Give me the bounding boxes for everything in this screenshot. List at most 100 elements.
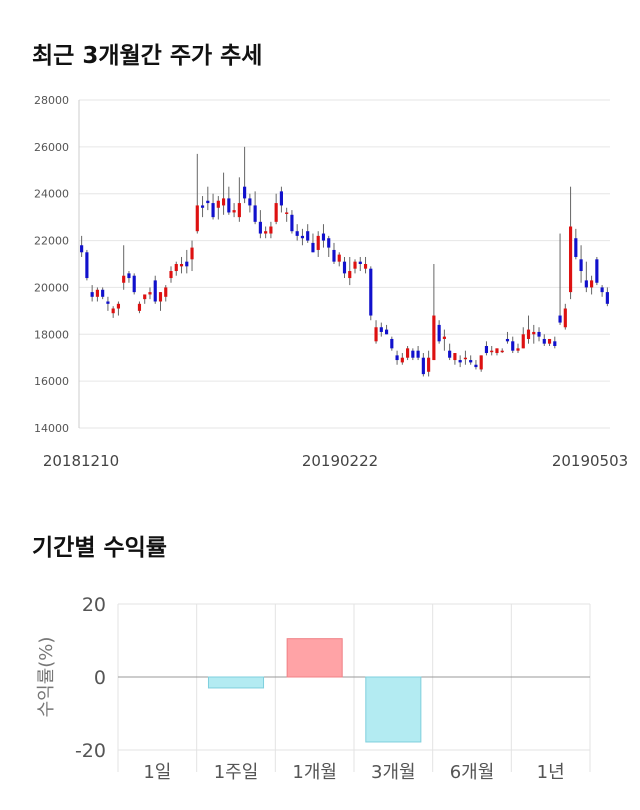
- candle-body: [311, 242, 315, 253]
- candle-body: [374, 327, 378, 342]
- candle-body: [495, 348, 499, 354]
- candle-body: [264, 231, 268, 234]
- candle-body: [158, 292, 163, 302]
- candle-body: [400, 357, 404, 363]
- candle-body: [116, 303, 121, 309]
- candle-body: [337, 254, 341, 262]
- candle-body: [537, 331, 541, 337]
- candle-body: [132, 275, 136, 293]
- candle-body: [516, 348, 520, 351]
- candle-body: [80, 245, 84, 253]
- x-tick-label: 20190503: [552, 452, 628, 470]
- category-label: 1주일: [214, 762, 259, 783]
- candle-body: [421, 357, 425, 375]
- category-label: 3개월: [371, 762, 416, 783]
- period-return-title: 기간별 수익률: [32, 535, 167, 561]
- x-tick-label: 20190222: [302, 452, 378, 470]
- x-tick-label: 20181210: [43, 452, 119, 470]
- return-bar: [286, 638, 343, 678]
- candle-body: [206, 200, 210, 204]
- candle-body: [448, 350, 452, 358]
- y-tick-label: 24000: [34, 188, 69, 201]
- candle-body: [406, 348, 410, 358]
- candle-body: [200, 205, 205, 208]
- return-bar: [207, 676, 265, 689]
- candle-body: [484, 346, 489, 354]
- candle-body: [595, 259, 599, 283]
- candle-body: [258, 221, 262, 234]
- period-return-chart: 20 0 -20 수익률(%) 1일 1주일 1개월 3개월 6개월 1년: [36, 594, 591, 783]
- candle-body: [358, 261, 362, 264]
- y-tick-label: 26000: [34, 141, 69, 154]
- candle-body: [85, 252, 89, 279]
- y-axis-label: 수익률(%): [36, 637, 57, 718]
- candle-body: [243, 186, 247, 199]
- candle-body: [558, 315, 562, 323]
- candle-body: [458, 360, 462, 363]
- candle-body: [463, 357, 467, 360]
- candle-body: [563, 308, 567, 328]
- candle-body: [95, 289, 99, 297]
- candle-body: [542, 338, 546, 344]
- candle-body: [490, 350, 494, 353]
- y-tick-label: 20: [82, 594, 106, 616]
- candle-body: [211, 203, 215, 218]
- candle-body: [442, 336, 446, 339]
- candle-body: [395, 355, 399, 361]
- candlestick-chart: 14000 16000 18000 20000 22000 24000 26000 28000…: [34, 94, 628, 470]
- candle-body: [348, 271, 352, 279]
- candle-body: [216, 200, 220, 208]
- candle-body: [327, 238, 331, 248]
- y-tick-label: -20: [75, 740, 106, 762]
- candle-body: [416, 350, 420, 358]
- candle-body: [574, 238, 578, 257]
- candle-body: [511, 341, 515, 351]
- y-tick-label: 14000: [34, 422, 69, 435]
- candle-body: [469, 360, 473, 363]
- candle-body: [122, 275, 126, 283]
- candle-body: [553, 341, 557, 346]
- candle-body: [269, 226, 273, 234]
- candle-body: [579, 259, 583, 272]
- candle-body: [148, 292, 152, 295]
- candle-body: [363, 264, 368, 269]
- candle-body: [321, 233, 326, 241]
- candle-body: [332, 249, 336, 262]
- candle-body: [227, 198, 231, 213]
- candle-body: [479, 355, 483, 370]
- category-label: 1년: [537, 762, 565, 783]
- candle-body: [411, 350, 415, 358]
- candle-body: [185, 261, 189, 267]
- candle-body: [379, 327, 383, 332]
- candle-body: [584, 280, 588, 288]
- candle-body: [568, 226, 573, 293]
- candle-body: [101, 289, 105, 297]
- candle-body: [427, 357, 431, 372]
- candle-body: [353, 261, 357, 269]
- y-tick-label: 22000: [34, 235, 69, 248]
- candle-body: [137, 303, 142, 311]
- candle-body: [232, 210, 236, 213]
- y-tick-label: 16000: [34, 375, 69, 388]
- candle-body: [453, 353, 457, 361]
- category-label: 6개월: [450, 762, 495, 783]
- candle-body: [90, 292, 94, 297]
- candle-body: [432, 315, 436, 361]
- candle-body: [253, 205, 257, 222]
- candle-body: [390, 338, 394, 349]
- candle-body: [521, 334, 525, 349]
- candle-body: [290, 214, 294, 232]
- candle-body: [127, 273, 131, 279]
- candle-body: [295, 231, 299, 236]
- y-tick-label: 28000: [34, 94, 69, 107]
- candle-body: [300, 235, 305, 239]
- category-label: 1개월: [292, 762, 337, 783]
- category-label: 1일: [143, 762, 171, 783]
- candle-body: [285, 212, 289, 214]
- candle-body: [164, 287, 168, 297]
- candle-body: [605, 292, 609, 304]
- candle-body: [153, 280, 157, 302]
- return-bar: [365, 676, 422, 743]
- candle-body: [437, 324, 441, 342]
- y-tick-label: 20000: [34, 281, 69, 294]
